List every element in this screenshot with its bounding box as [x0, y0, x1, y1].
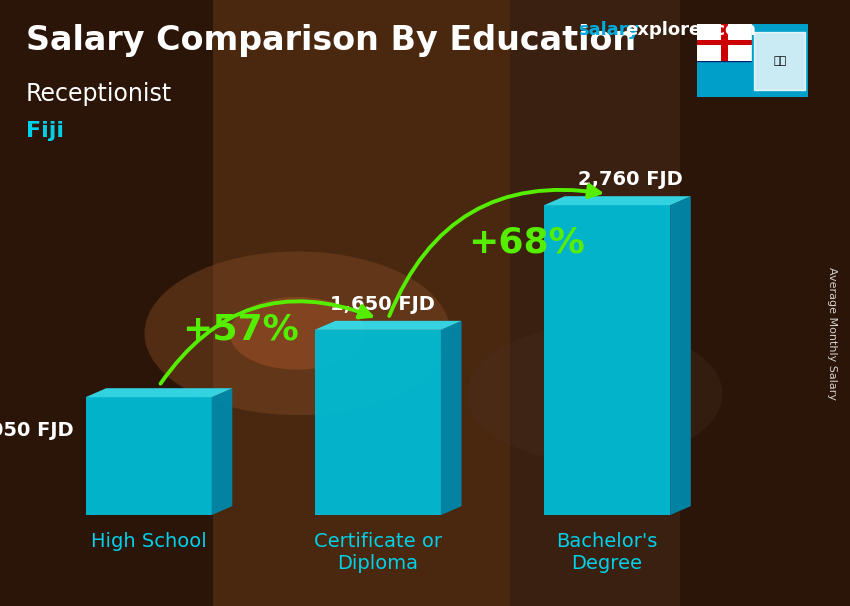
Polygon shape [212, 388, 232, 515]
Text: Salary Comparison By Education: Salary Comparison By Education [26, 24, 636, 57]
Polygon shape [670, 196, 691, 515]
Text: 1,650 FJD: 1,650 FJD [330, 295, 435, 314]
Bar [755, 32, 805, 90]
Text: +57%: +57% [182, 313, 298, 347]
Polygon shape [697, 40, 752, 45]
Text: Average Monthly Salary: Average Monthly Salary [827, 267, 837, 400]
Text: explorer.com: explorer.com [625, 21, 756, 39]
Text: salary: salary [578, 21, 639, 39]
Polygon shape [86, 397, 212, 515]
Text: +68%: +68% [468, 225, 586, 259]
Polygon shape [697, 24, 752, 61]
Text: 2,760 FJD: 2,760 FJD [578, 170, 683, 190]
Polygon shape [544, 205, 670, 515]
Text: Fiji: Fiji [26, 121, 64, 141]
Polygon shape [722, 24, 728, 61]
Text: 1,050 FJD: 1,050 FJD [0, 421, 74, 440]
Polygon shape [544, 196, 691, 205]
Bar [697, 24, 752, 61]
Bar [752, 24, 808, 61]
Text: Receptionist: Receptionist [26, 82, 172, 106]
Polygon shape [441, 321, 462, 515]
Bar [752, 24, 808, 97]
Polygon shape [314, 321, 462, 330]
Polygon shape [314, 330, 441, 515]
Text: 🇫🇯: 🇫🇯 [774, 56, 786, 65]
Polygon shape [86, 388, 232, 397]
